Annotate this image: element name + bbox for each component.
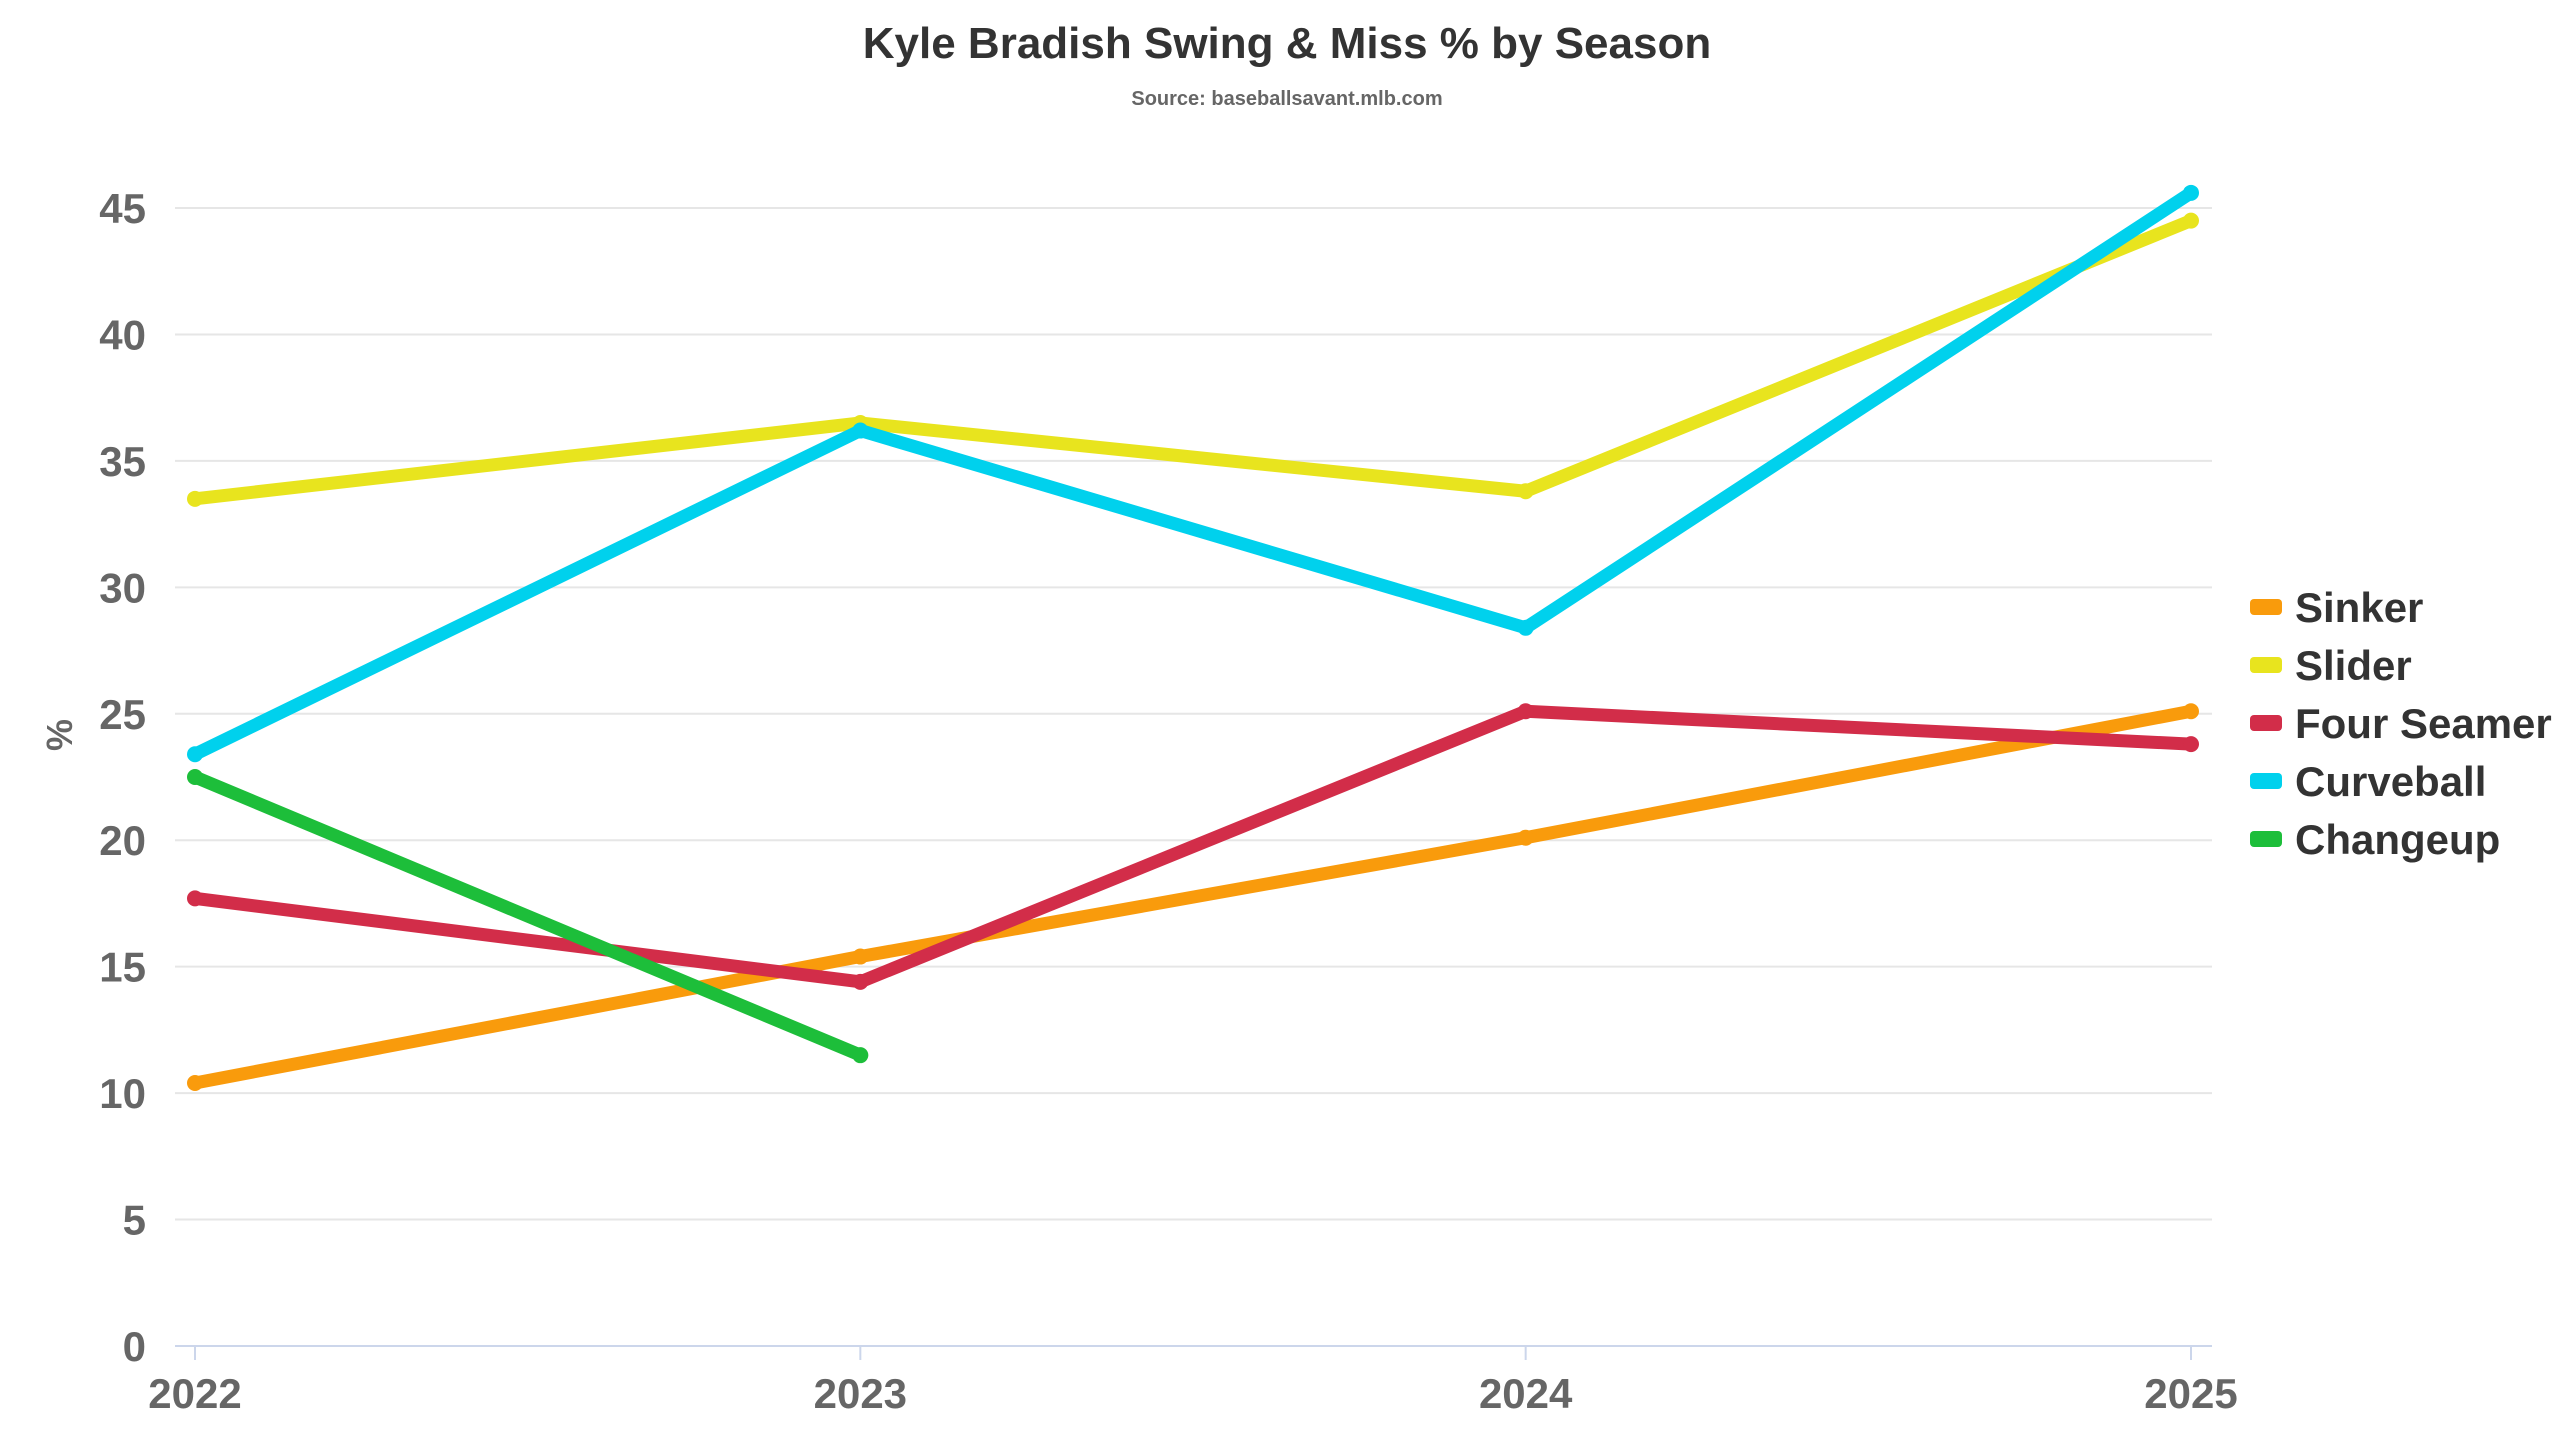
legend-label: Four Seamer	[2295, 700, 2552, 747]
y-tick-label: 45	[99, 185, 146, 232]
data-point	[852, 973, 869, 990]
y-tick-label: 15	[99, 944, 146, 991]
data-point	[1517, 703, 1534, 720]
legend-label: Slider	[2295, 642, 2412, 689]
series-line-slider	[188, 214, 2198, 506]
legend-swatch	[2250, 657, 2282, 673]
x-tick-label: 2022	[148, 1370, 241, 1417]
legend-swatch	[2250, 599, 2282, 615]
x-tick-label: 2024	[1479, 1370, 1573, 1417]
data-point	[187, 769, 203, 785]
series-line-changeup	[188, 770, 867, 1062]
legend-label: Sinker	[2295, 584, 2423, 631]
data-point	[852, 1047, 869, 1064]
data-point	[187, 490, 203, 507]
y-tick-label: 5	[123, 1197, 146, 1244]
data-point	[187, 890, 203, 907]
y-tick-label: 40	[99, 311, 146, 358]
x-tick-label: 2023	[814, 1370, 907, 1417]
y-tick-label: 10	[99, 1070, 146, 1117]
data-point	[2183, 184, 2199, 201]
chart-title: Kyle Bradish Swing & Miss % by Season	[863, 19, 1711, 68]
legend-label: Curveball	[2295, 758, 2486, 805]
y-tick-label: 35	[99, 438, 146, 485]
legend-swatch	[2250, 831, 2282, 847]
data-point	[1517, 483, 1534, 500]
data-point	[187, 1074, 203, 1091]
legend-swatch	[2250, 773, 2282, 789]
y-tick-label: 30	[99, 564, 146, 611]
data-point	[852, 422, 869, 439]
data-point	[2183, 212, 2199, 229]
series-line-sinker	[188, 704, 2198, 1090]
y-tick-label: 20	[99, 817, 146, 864]
data-point	[1517, 619, 1534, 636]
data-point	[2183, 703, 2199, 720]
legend-label: Changeup	[2295, 816, 2500, 863]
x-tick-label: 2025	[2144, 1370, 2237, 1417]
y-tick-label: 0	[123, 1323, 146, 1370]
chart-subtitle: Source: baseballsavant.mlb.com	[1131, 88, 1442, 110]
series-line-four-seamer	[188, 704, 2198, 989]
data-point	[1517, 829, 1534, 846]
data-point	[2183, 736, 2199, 753]
y-axis-label: %	[39, 719, 80, 751]
legend-swatch	[2250, 715, 2282, 731]
y-tick-label: 25	[99, 691, 146, 738]
data-point	[852, 948, 869, 965]
data-point	[187, 746, 203, 763]
series-line-curveball	[188, 186, 2198, 761]
